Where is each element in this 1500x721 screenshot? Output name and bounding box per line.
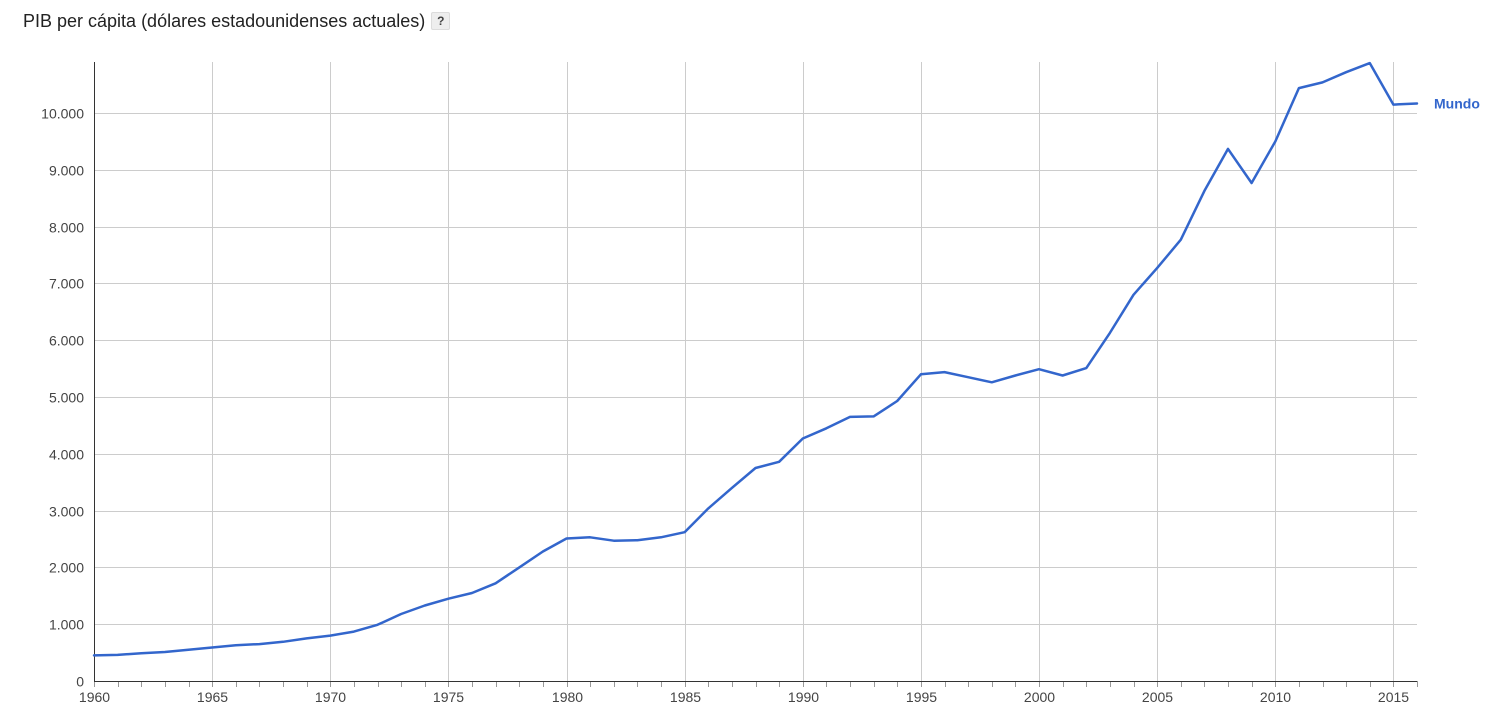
- x-tick-label: 2010: [1260, 689, 1291, 705]
- y-tick-label: 10.000: [41, 106, 84, 122]
- y-tick-label: 9.000: [49, 163, 84, 179]
- x-tick-label: 1985: [670, 689, 701, 705]
- help-button[interactable]: ?: [431, 12, 451, 30]
- x-tick-label: 2015: [1378, 689, 1409, 705]
- y-tick-label: 4.000: [49, 447, 84, 463]
- x-tick-label: 1965: [197, 689, 228, 705]
- grid-lines: [94, 62, 1417, 681]
- y-tick-label: 5.000: [49, 390, 84, 406]
- x-tick-label: 2000: [1024, 689, 1055, 705]
- tick-labels: 0 1.000 2.000 3.000 4.000 5.000 6.000 7.000 8.00…: [41, 106, 1409, 706]
- series-line-mundo[interactable]: [92, 61, 1419, 657]
- y-tick-label: 1.000: [49, 617, 84, 633]
- y-tick-label: 8.000: [49, 220, 84, 236]
- x-tick-label: 1960: [79, 689, 110, 705]
- chart-header: PIB per cápita (dólares estadounidenses …: [23, 9, 451, 33]
- x-tick-label: 1975: [433, 689, 464, 705]
- y-tick-label: 6.000: [49, 333, 84, 349]
- y-tick-label: 7.000: [49, 276, 84, 292]
- x-tick-label: 1980: [552, 689, 583, 705]
- axes: [94, 62, 1418, 687]
- x-tick-label: 1995: [906, 689, 937, 705]
- y-tick-label: 2.000: [49, 560, 84, 576]
- x-tick-label: 2005: [1142, 689, 1173, 705]
- series-lines: Mundo: [92, 61, 1480, 657]
- chart-title: PIB per cápita (dólares estadounidenses …: [23, 10, 426, 31]
- series-label[interactable]: Mundo: [1434, 95, 1480, 111]
- x-tick-label: 1970: [315, 689, 346, 705]
- x-tick-label: 1990: [788, 689, 819, 705]
- y-tick-label: 0: [76, 674, 84, 690]
- y-tick-label: 3.000: [49, 504, 84, 520]
